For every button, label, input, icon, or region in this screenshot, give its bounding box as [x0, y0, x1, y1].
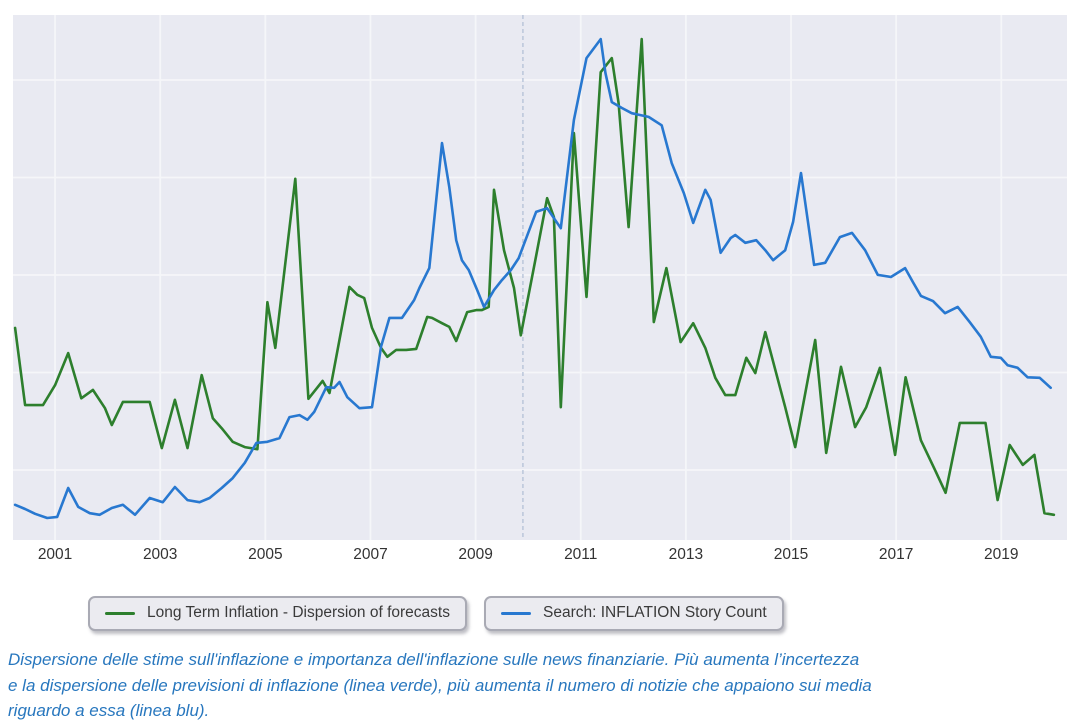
x-tick-label: 2019: [984, 546, 1018, 563]
x-tick-label: 2003: [143, 546, 177, 563]
x-tick-label: 2011: [564, 546, 597, 563]
chart-area: 2001 2003 2005 2007 2009 2011 2013 2015 2017 2019: [13, 15, 1067, 563]
x-tick-label: 2009: [458, 546, 492, 563]
legend-label-story-count: Search: INFLATION Story Count: [542, 604, 767, 621]
figure-caption: Dispersione delle stime sull'inflazione …: [8, 647, 1071, 724]
legend-label-dispersion: Long Term Inflation - Dispersion of fore…: [147, 604, 450, 621]
caption-line-2: e la dispersione delle previsioni di inf…: [8, 675, 872, 695]
x-tick-label: 2001: [38, 546, 72, 563]
inflation-chart: 2001 2003 2005 2007 2009 2011 2013 2015 2017 2019: [13, 15, 1067, 563]
chart-legend: Long Term Inflation - Dispersion of fore…: [88, 596, 1079, 631]
x-tick-label: 2017: [879, 546, 913, 563]
story-count-series-line: [13, 37, 1052, 520]
x-tick-label: 2013: [669, 546, 703, 563]
green-line-swatch-icon: [105, 611, 135, 615]
x-tick-label: 2015: [774, 546, 808, 563]
x-tick-label: 2007: [353, 546, 387, 563]
caption-line-1: Dispersione delle stime sull'inflazione …: [8, 650, 860, 669]
caption-line-3: riguardo a essa (linea blu).: [8, 701, 210, 720]
blue-line-swatch-icon: [500, 611, 531, 615]
x-tick-label: 2005: [248, 546, 282, 563]
dispersion-series-line: [13, 37, 1056, 517]
legend-item-inflation-story-count[interactable]: Search: INFLATION Story Count: [483, 596, 784, 631]
legend-item-dispersion-of-forecasts[interactable]: Long Term Inflation - Dispersion of fore…: [88, 596, 467, 631]
